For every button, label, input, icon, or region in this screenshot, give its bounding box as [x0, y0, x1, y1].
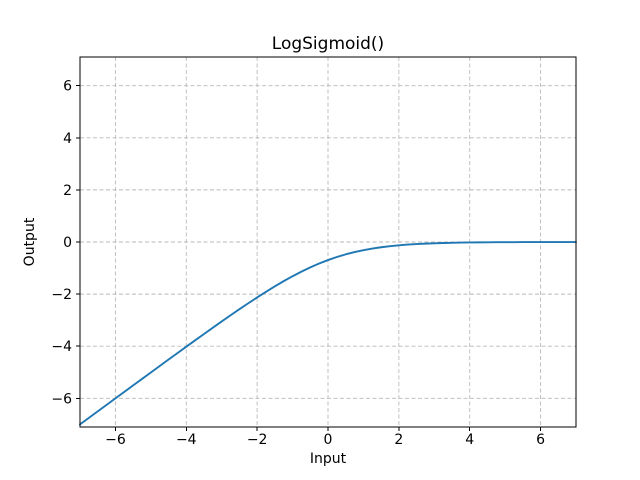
x-tick-label: −2 — [247, 432, 268, 448]
x-tick-label: −6 — [105, 432, 126, 448]
y-tick-label: −6 — [51, 391, 72, 407]
y-tick-label: −2 — [51, 287, 72, 303]
chart-title: LogSigmoid() — [271, 34, 385, 54]
y-tick-label: −4 — [51, 339, 72, 355]
y-tick-label: 0 — [63, 235, 72, 251]
y-tick-label: 6 — [63, 79, 72, 95]
x-tick-label: 6 — [536, 432, 545, 448]
x-tick-label: 0 — [324, 432, 333, 448]
x-tick-label: 2 — [394, 432, 403, 448]
x-tick-label: 4 — [465, 432, 474, 448]
x-axis-label: Input — [309, 451, 347, 467]
y-axis-label: Output — [22, 217, 38, 267]
x-tick-label: −4 — [176, 432, 197, 448]
y-tick-label: 2 — [63, 183, 72, 199]
y-tick-label: 4 — [63, 131, 72, 147]
logsigmoid-curve — [79, 241, 577, 426]
